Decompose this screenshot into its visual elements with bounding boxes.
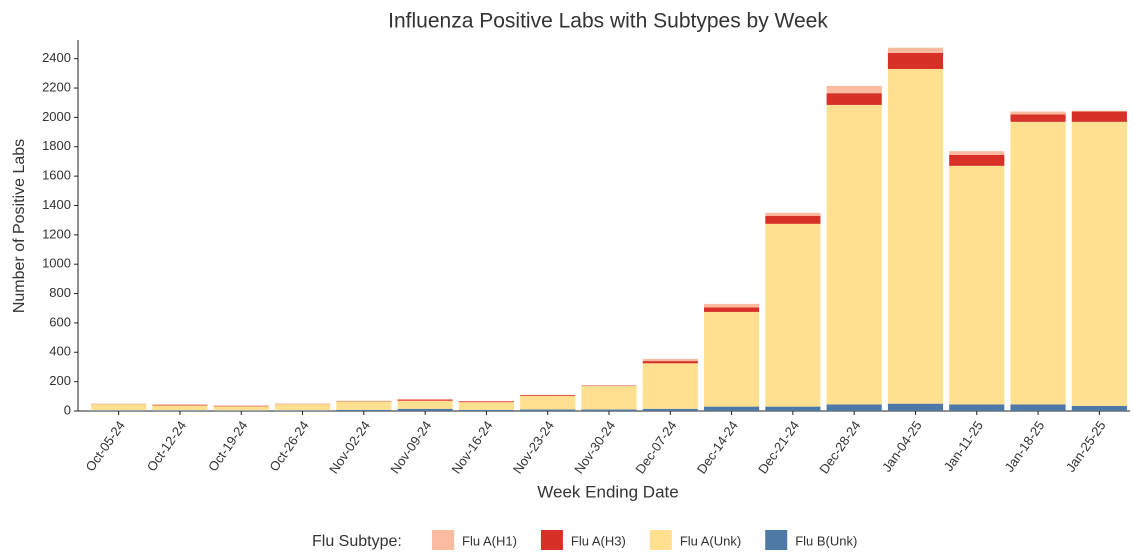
y-tick-label: 2200	[42, 79, 71, 94]
legend-swatch	[765, 530, 787, 550]
y-tick-label: 1000	[42, 256, 71, 271]
legend-label: Flu B(Unk)	[795, 533, 857, 548]
bar-segment	[398, 401, 453, 409]
y-tick-label: 2000	[42, 109, 71, 124]
bar-segment	[1010, 404, 1065, 411]
bar-segment	[827, 105, 882, 404]
bar-segment	[520, 396, 575, 410]
bar-segment	[643, 363, 698, 409]
x-tick-label: Nov-16-24	[449, 418, 496, 476]
bar-segment	[827, 404, 882, 411]
legend-label: Flu A(H1)	[462, 533, 517, 548]
bar-segment	[888, 53, 943, 69]
bar-segment	[949, 151, 1004, 155]
bar-segment	[1010, 114, 1065, 121]
y-tick-label: 400	[49, 344, 71, 359]
legend-label: Flu A(Unk)	[680, 533, 741, 548]
legend-swatch	[650, 530, 672, 550]
bar-segment	[398, 409, 453, 411]
y-tick-label: 200	[49, 373, 71, 388]
bar-segment	[765, 407, 820, 411]
x-tick-label: Dec-28-24	[816, 418, 863, 476]
bar-segment	[827, 86, 882, 93]
bar-segment	[888, 69, 943, 404]
bar-segment	[520, 410, 575, 411]
bar-segment	[949, 166, 1004, 405]
bar-segment	[214, 406, 269, 410]
bar-segment	[91, 404, 146, 410]
x-axis-title: Week Ending Date	[537, 482, 678, 501]
legend-swatch	[432, 530, 454, 550]
bar-segment	[1010, 122, 1065, 405]
y-tick-label: 1600	[42, 168, 71, 183]
bar-segment	[459, 402, 514, 410]
bar-segment	[214, 406, 269, 407]
y-tick-label: 1800	[42, 138, 71, 153]
bar-segment	[1072, 406, 1127, 411]
bar-segment	[888, 404, 943, 411]
bar-segment	[704, 407, 759, 411]
x-tick-label: Oct-26-24	[266, 418, 311, 474]
bar-segment	[275, 404, 330, 410]
x-tick-label: Nov-09-24	[387, 418, 434, 476]
x-tick-label: Jan-04-25	[879, 418, 925, 475]
bar-segment	[643, 409, 698, 411]
y-tick-label: 1400	[42, 197, 71, 212]
bar-segment	[643, 359, 698, 361]
x-tick-label: Dec-07-24	[632, 418, 679, 476]
x-tick-label: Oct-19-24	[205, 418, 250, 474]
x-tick-label: Nov-23-24	[510, 418, 557, 476]
x-tick-label: Jan-18-25	[1001, 418, 1047, 475]
bar-segment	[1072, 111, 1127, 112]
bar-segment	[949, 155, 1004, 166]
bar-segment	[765, 224, 820, 407]
x-tick-label: Dec-14-24	[694, 418, 741, 476]
bar-segment	[581, 410, 636, 411]
bar-segment	[336, 410, 391, 411]
bar-segment	[581, 386, 636, 409]
y-tick-label: 600	[49, 314, 71, 329]
bar-segment	[704, 304, 759, 308]
chart-title: Influenza Positive Labs with Subtypes by…	[388, 10, 828, 33]
bar-segment	[275, 410, 330, 411]
y-axis-title: Number of Positive Labs	[11, 139, 28, 313]
x-tick-label: Jan-11-25	[941, 418, 986, 474]
bar-segment	[520, 395, 575, 396]
bar-segment	[91, 410, 146, 411]
bar-segment	[704, 312, 759, 407]
bar-segment	[152, 405, 207, 406]
bar-segment	[1072, 112, 1127, 122]
bar-segment	[459, 401, 514, 402]
bar-segment	[398, 400, 453, 401]
bar-segment	[1010, 112, 1065, 115]
bar-segment	[888, 48, 943, 53]
x-tick-label: Oct-05-24	[82, 418, 127, 474]
bar-segment	[949, 404, 1004, 411]
bar-segment	[152, 410, 207, 411]
y-tick-label: 0	[64, 402, 71, 417]
bar-segment	[704, 308, 759, 312]
bar-segment	[336, 401, 391, 410]
y-tick-label: 1200	[42, 226, 71, 241]
legend-label: Flu A(H3)	[571, 533, 626, 548]
x-tick-label: Oct-12-24	[144, 418, 189, 474]
y-tick-label: 2400	[42, 50, 71, 65]
x-tick-label: Nov-30-24	[571, 418, 618, 476]
legend-title: Flu Subtype:	[312, 533, 402, 550]
x-tick-label: Nov-02-24	[326, 418, 373, 476]
bar-segment	[765, 213, 820, 216]
bar-segment	[827, 93, 882, 105]
bar-segment	[214, 410, 269, 411]
bar-segment	[459, 410, 514, 411]
bar-segment	[643, 361, 698, 363]
bar-segment	[765, 216, 820, 224]
y-tick-label: 800	[49, 285, 71, 300]
x-tick-label: Jan-25-25	[1063, 418, 1109, 475]
legend-swatch	[541, 530, 563, 550]
x-tick-label: Dec-21-24	[755, 418, 802, 476]
bar-segment	[152, 405, 207, 410]
bar-segment	[1072, 122, 1127, 406]
